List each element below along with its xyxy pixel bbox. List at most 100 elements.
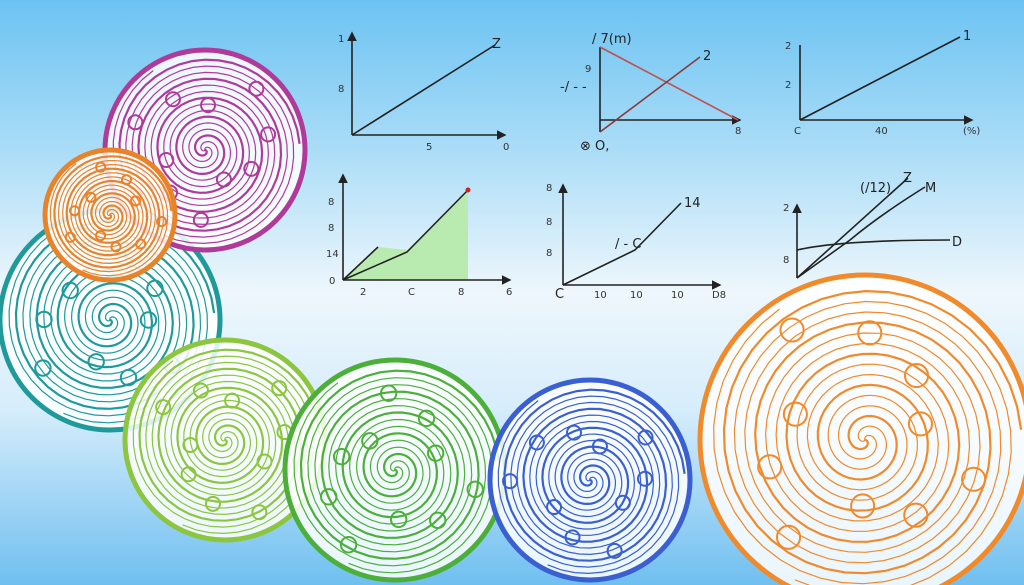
series-line	[799, 36, 961, 121]
pattern-ring	[361, 432, 379, 450]
series-label: M	[925, 181, 936, 196]
tick-label: 2	[785, 41, 791, 52]
spiral-stroke	[145, 355, 315, 535]
pattern-ring	[155, 399, 172, 416]
tick-label: 2	[783, 203, 789, 214]
tick-label: 2	[785, 80, 791, 91]
chart-2: / 7(m) 2 9 -/ - - 8 ⊗ O,	[560, 32, 742, 154]
tick-label: 0	[329, 276, 335, 287]
series-line	[599, 56, 701, 133]
series-label: (/12)	[860, 181, 891, 196]
pattern-ring	[119, 368, 138, 387]
spiral-stroke	[510, 395, 680, 575]
pattern-ring	[120, 174, 133, 186]
pattern-ring	[417, 409, 436, 428]
pattern-ring	[95, 161, 107, 173]
tick-label: 8	[735, 126, 741, 137]
pattern-ring	[857, 320, 883, 346]
tick-label: 8	[328, 197, 334, 208]
series-line	[796, 186, 926, 279]
pattern-ring	[156, 216, 168, 228]
pattern-ring	[192, 211, 209, 228]
spiral-disc	[697, 272, 1024, 585]
tick-label: 10	[671, 290, 684, 301]
pattern-ring	[907, 411, 933, 437]
pattern-ring	[339, 536, 358, 554]
pattern-ring	[775, 524, 802, 550]
series-line	[342, 189, 469, 281]
tick-label: 8	[783, 255, 789, 266]
tick-label: C	[408, 287, 415, 298]
pattern-ring	[614, 494, 631, 511]
tick-label: 8	[458, 287, 464, 298]
pattern-ring	[850, 493, 876, 519]
series-label: 2	[703, 49, 711, 64]
pattern-ring	[64, 231, 76, 243]
tick-label: 14	[326, 249, 339, 260]
pattern-ring	[271, 380, 288, 397]
chart-1: 1 8 5 0 Z	[338, 31, 509, 153]
tick-label: -/ - -	[560, 80, 587, 95]
pattern-ring	[320, 488, 338, 506]
pattern-ring	[204, 495, 221, 512]
pattern-ring	[637, 429, 654, 446]
pattern-ring	[68, 205, 81, 217]
spiral-stroke	[53, 155, 173, 269]
pattern-ring	[251, 504, 268, 521]
pattern-ring	[426, 444, 445, 462]
pattern-ring	[87, 353, 105, 371]
series-line	[342, 246, 379, 281]
pattern-ring	[636, 470, 653, 487]
pattern-ring	[779, 317, 805, 343]
pattern-ring	[224, 392, 241, 409]
tick-label: 40	[875, 126, 888, 137]
tick-label: 1	[338, 34, 344, 45]
tick-label: 5	[426, 142, 432, 153]
tick-label: (%)	[963, 126, 980, 137]
pattern-ring	[332, 447, 351, 466]
pattern-ring	[502, 473, 519, 490]
pattern-ring	[139, 311, 158, 329]
pattern-ring	[182, 436, 199, 453]
pattern-ring	[782, 401, 808, 427]
origin-label: ⊗ O,	[580, 139, 609, 154]
pattern-ring	[135, 238, 147, 250]
tick-label: 8	[338, 84, 344, 95]
pattern-ring	[591, 438, 608, 455]
series-label: 14	[684, 196, 701, 211]
chart-title: / 7(m)	[592, 32, 632, 47]
tick-label: 8	[546, 248, 552, 259]
pattern-ring	[260, 126, 277, 143]
origin-label: C	[555, 287, 564, 302]
tick-label: 8	[328, 223, 334, 234]
tick-label: 10	[594, 290, 607, 301]
chart-6: 2 8 (/12) Z M D	[783, 171, 962, 279]
pattern-ring	[429, 511, 447, 530]
spiral-stroke	[299, 369, 501, 560]
spiral-stroke	[49, 162, 165, 273]
spiral-stroke	[733, 300, 1012, 585]
tick-label: 9	[585, 64, 591, 75]
pattern-ring	[35, 310, 53, 329]
tick-label: 0	[503, 142, 509, 153]
pattern-ring	[466, 480, 484, 499]
spiral-stroke	[118, 58, 301, 232]
spiral-stroke	[722, 289, 1023, 575]
series-line	[562, 202, 682, 286]
pattern-ring	[389, 510, 408, 529]
pattern-ring	[564, 529, 581, 546]
tick-label: 10	[630, 290, 643, 301]
annotation: / - C	[615, 237, 641, 252]
pattern-ring	[146, 279, 164, 298]
spiral-stroke	[57, 159, 169, 277]
spiral-stroke	[132, 360, 308, 528]
series-label: Z	[492, 37, 501, 52]
pattern-ring	[379, 384, 398, 402]
pattern-ring	[180, 466, 197, 483]
spiral-disc	[487, 377, 693, 583]
origin-label: C	[794, 126, 801, 137]
pattern-ring	[606, 542, 623, 559]
pattern-ring	[256, 453, 273, 470]
